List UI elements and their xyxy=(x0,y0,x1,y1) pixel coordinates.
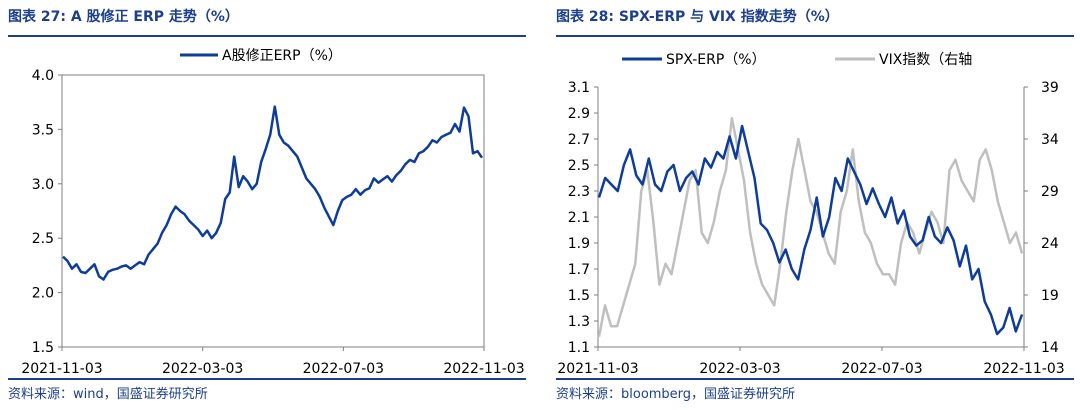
right-left-y-tick-label: 2.7 xyxy=(568,132,590,148)
left-x-tick-label: 2022-07-03 xyxy=(303,361,384,377)
right-source-note: 资料来源：bloomberg，国盛证券研究所 xyxy=(556,387,796,402)
right-right-y-tick-label: 19 xyxy=(1041,288,1059,304)
left-source-note: 资料来源：wind，国盛证券研究所 xyxy=(8,387,208,402)
right-left-y-tick-label: 2.5 xyxy=(568,158,590,174)
left-y-tick-label: 3.5 xyxy=(32,122,54,138)
left-y-tick-label: 1.5 xyxy=(32,340,54,356)
right-right-y-tick-label: 39 xyxy=(1041,80,1059,96)
right-title-rule xyxy=(556,35,1074,37)
right-x-tick-label: 2022-11-03 xyxy=(983,361,1064,377)
right-x-tick-label: 2022-07-03 xyxy=(841,361,922,377)
right-legend-label-vix: VIX指数（右轴 xyxy=(879,52,972,68)
left-y-tick-label: 3.0 xyxy=(32,177,54,193)
right-legend-label-spx: SPX-ERP（%） xyxy=(666,52,766,68)
left-y-tick-label: 2.5 xyxy=(32,231,54,247)
left-legend-label: A股修正ERP（%） xyxy=(222,48,342,64)
left-footer-rule xyxy=(8,378,526,380)
left-x-tick-label: 2021-11-03 xyxy=(21,361,102,377)
right-left-y-tick-label: 3.1 xyxy=(568,80,590,96)
right-left-y-tick-label: 1.9 xyxy=(568,236,590,252)
right-left-y-tick-label: 1.5 xyxy=(568,288,590,304)
right-x-tick-label: 2022-03-03 xyxy=(699,361,780,377)
left-plot-frame xyxy=(61,74,485,348)
right-chart-title: 图表 28: SPX-ERP 与 VIX 指数走势（%） xyxy=(556,9,839,25)
left-title-rule xyxy=(8,35,526,37)
right-left-y-tick-label: 1.3 xyxy=(568,314,590,330)
right-left-y-tick-label: 2.3 xyxy=(568,184,590,200)
left-chart-title: 图表 27: A 股修正 ERP 走势（%） xyxy=(8,9,239,25)
right-right-y-tick-label: 34 xyxy=(1041,132,1059,148)
right-left-y-tick-label: 1.7 xyxy=(568,262,590,278)
right-spx-erp-series-line xyxy=(597,124,1024,336)
right-left-y-tick-label: 2.9 xyxy=(568,106,590,122)
left-x-tick-label: 2022-03-03 xyxy=(162,361,243,377)
right-vix-series-line xyxy=(597,116,1024,337)
right-right-y-tick-label: 24 xyxy=(1041,236,1059,252)
left-y-tick-label: 4.0 xyxy=(32,68,54,84)
right-left-y-tick-label: 1.1 xyxy=(568,340,590,356)
left-y-tick-label: 2.0 xyxy=(32,286,54,302)
right-x-tick-label: 2021-11-03 xyxy=(557,361,638,377)
right-right-y-tick-label: 29 xyxy=(1041,184,1059,200)
right-footer-rule xyxy=(556,378,1074,380)
right-left-y-tick-label: 2.1 xyxy=(568,210,590,226)
left-erp-series-line xyxy=(62,105,484,281)
right-right-y-tick-label: 14 xyxy=(1041,340,1059,356)
left-x-tick-label: 2022-11-03 xyxy=(443,361,524,377)
